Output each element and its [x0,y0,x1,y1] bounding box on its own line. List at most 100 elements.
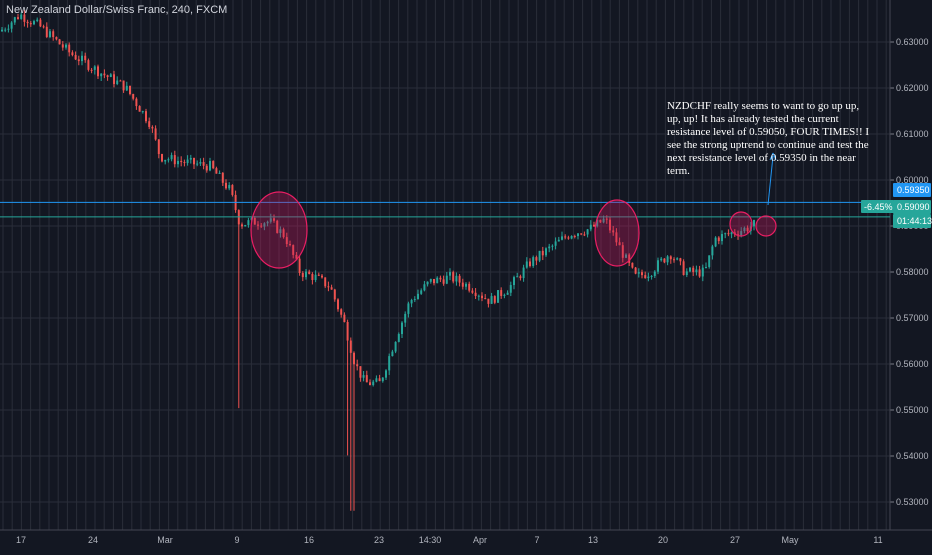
candle-body [631,262,634,268]
candle-body [263,223,266,227]
candle-body [634,267,637,274]
candle [314,270,317,283]
candle [228,182,231,191]
candle [132,93,135,101]
candle-body [538,250,541,261]
candle-body [193,157,195,165]
candle-body [589,224,592,230]
candle [561,231,563,241]
candle-body [641,272,643,276]
candle-body [45,26,48,37]
candle [311,272,314,285]
test-zone-circle [250,191,308,269]
candle [49,28,51,39]
candle-body [362,375,365,378]
candle [87,58,90,72]
candle [164,159,167,165]
candle-body [385,370,387,378]
candle-body [122,80,125,91]
candle-body [509,285,512,293]
candle-body [506,292,509,295]
candle [522,264,525,282]
candle [529,258,531,268]
candle [666,255,669,266]
candle-body [228,185,231,189]
candle-body [429,278,432,282]
candle [148,117,151,130]
candle-body [663,258,666,263]
candle [253,216,256,225]
y-tick-label: 0.61000 [896,129,929,139]
x-tick-label: 9 [234,535,239,545]
candle-body [657,260,659,272]
candle-body [692,267,695,273]
candle-body [199,162,202,164]
candle [653,270,656,279]
candle [138,105,141,112]
candle-body [746,227,749,232]
candle [279,226,282,238]
candle [580,233,583,236]
candle [285,232,288,248]
candle [727,229,730,237]
candle [490,292,493,304]
candle [730,231,733,239]
candle [746,225,749,234]
candle-body [695,269,698,273]
candle-body [285,237,288,245]
candle [519,274,522,281]
candle [237,209,240,409]
candle-body [52,31,55,38]
candle-body [481,295,483,299]
candle [567,235,570,240]
candle-body [61,44,64,48]
candle [260,223,263,228]
candle-body [541,250,544,256]
test-zone-circle [594,199,640,267]
candle [202,157,205,170]
candle-body [100,73,103,77]
candle-body [522,267,525,279]
candle [103,69,106,79]
candle-body [637,272,640,274]
candle [717,236,720,245]
candle-body [311,274,314,281]
candle-body [701,267,704,277]
candle-body [551,245,554,247]
candle [583,231,586,237]
candle-body [394,341,397,352]
candle-body [573,236,576,238]
candle-body [493,296,496,303]
candle-body [669,256,672,260]
x-tick-label: 16 [304,535,314,545]
candle [429,278,432,284]
y-tick-label: 0.60000 [896,175,929,185]
candle [538,250,541,263]
candle [333,288,336,302]
candle-body [564,236,567,238]
candle-body [327,286,330,288]
candle [36,17,39,23]
candle-body [7,28,10,30]
candle [353,351,355,511]
candle [218,170,221,174]
y-tick-label: 0.57000 [896,313,929,323]
candle [125,81,128,92]
candle [721,230,723,245]
candle-body [593,224,595,227]
candle-body [148,121,151,127]
candle [7,24,10,33]
candle [689,266,691,273]
candle [554,237,557,250]
candle [413,296,416,303]
candle-body [33,21,35,25]
candle-body [708,255,711,267]
candle [317,272,320,277]
candle [401,321,403,338]
y-tick-label: 0.55000 [896,405,929,415]
candle [234,190,237,213]
candle-body [650,275,653,277]
candle [714,236,717,248]
